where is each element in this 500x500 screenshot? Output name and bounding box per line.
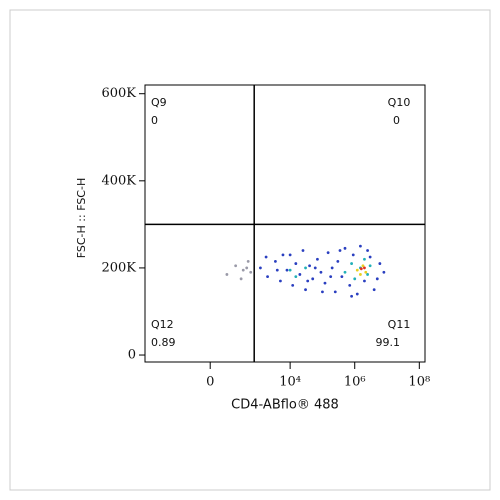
- quadrant-name: Q11: [388, 318, 411, 331]
- event-dot: [361, 264, 365, 268]
- event-dot: [319, 270, 323, 274]
- event-dot: [275, 268, 279, 272]
- event-dot: [298, 273, 302, 276]
- event-dot: [355, 268, 359, 272]
- event-dot: [359, 273, 362, 276]
- event-dot: [245, 266, 249, 270]
- x-axis-title: CD4-ABflo® 488: [231, 398, 339, 413]
- event-dot: [316, 257, 319, 261]
- y-tick-label: 200K: [101, 260, 136, 275]
- event-dot: [343, 270, 347, 274]
- event-dot: [234, 264, 238, 268]
- event-dot: [382, 270, 386, 274]
- event-dot: [291, 283, 295, 287]
- event-dot: [364, 270, 368, 274]
- event-dot: [368, 255, 372, 259]
- x-tick-label: 10⁶: [344, 375, 366, 390]
- event-dot: [330, 266, 334, 270]
- x-tick-label: 10⁴: [279, 375, 301, 390]
- x-tick-label: 0: [206, 375, 214, 390]
- x-tick-label: 10⁸: [408, 375, 430, 390]
- event-dot: [266, 275, 269, 279]
- event-dot: [329, 275, 333, 279]
- event-dot: [304, 266, 307, 270]
- event-dot: [264, 255, 268, 259]
- plot-area: [144, 84, 426, 363]
- event-dot: [343, 246, 347, 250]
- event-dot: [246, 259, 250, 263]
- event-dot: [351, 253, 355, 257]
- frame: [9, 9, 491, 491]
- event-dot: [363, 266, 366, 270]
- event-dot: [323, 281, 327, 285]
- event-dot: [301, 249, 305, 252]
- event-dot: [372, 288, 376, 292]
- quadrant-value: 0: [393, 114, 400, 127]
- event-dot: [363, 279, 366, 283]
- quadrant-name: Q9: [151, 96, 167, 109]
- quadrant-value: 0: [151, 114, 158, 127]
- event-dot: [366, 273, 369, 276]
- event-dot: [285, 268, 289, 272]
- event-dot: [363, 257, 366, 261]
- event-dot: [333, 290, 337, 294]
- event-dot: [279, 279, 282, 283]
- y-tick-label: 600K: [101, 86, 136, 101]
- y-axis-title: FSC-H :: FSC-H: [75, 178, 88, 258]
- event-dot: [359, 267, 363, 271]
- event-dot: [336, 259, 340, 263]
- event-dot: [326, 251, 330, 255]
- event-dot: [288, 268, 292, 272]
- event-dot: [375, 277, 379, 281]
- quadrant-value: 99.1: [376, 336, 401, 349]
- event-dot: [308, 264, 311, 268]
- quadrant-name: Q10: [388, 96, 411, 109]
- event-dot: [281, 253, 285, 257]
- event-dot: [239, 277, 243, 281]
- event-dot: [338, 249, 342, 252]
- event-dot: [313, 266, 317, 270]
- quadrant-value: 0.89: [151, 336, 176, 349]
- event-dot: [353, 277, 357, 281]
- y-tick-label: 400K: [101, 173, 136, 188]
- event-dot: [274, 259, 277, 263]
- event-dot: [340, 275, 344, 279]
- event-dot: [350, 262, 353, 265]
- event-dot: [249, 270, 253, 274]
- event-dot: [348, 283, 352, 287]
- event-dot: [288, 253, 292, 257]
- event-dot: [241, 268, 245, 272]
- event-dot: [306, 279, 310, 283]
- event-dot: [366, 249, 369, 252]
- event-dot: [225, 273, 229, 276]
- quadrant-name: Q12: [151, 318, 174, 331]
- event-dot: [294, 275, 298, 279]
- event-dot: [359, 244, 362, 248]
- event-dot: [259, 266, 262, 270]
- event-dot: [368, 264, 372, 268]
- event-dot: [304, 288, 307, 292]
- event-dot: [311, 277, 315, 281]
- event-dot: [378, 262, 382, 265]
- event-dot: [350, 294, 353, 298]
- event-dot: [321, 290, 324, 294]
- y-tick-label: 0: [128, 348, 136, 363]
- event-dot: [294, 262, 298, 265]
- event-dot: [355, 292, 359, 296]
